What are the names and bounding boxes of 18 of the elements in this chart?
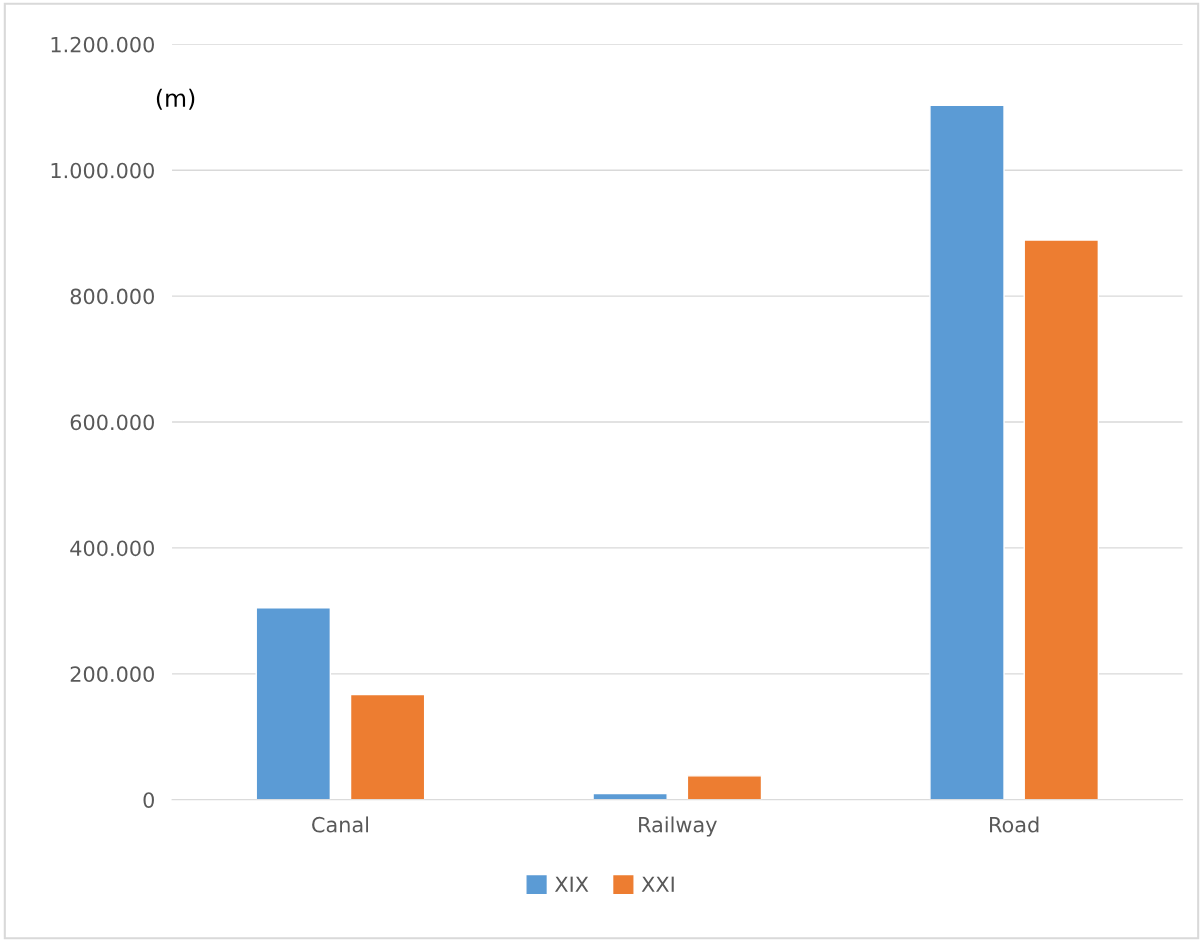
legend-label: XIX: [554, 876, 589, 892]
y-tick-label: 400.000: [70, 540, 154, 557]
bar: [349, 693, 426, 800]
y-tick-label: 1.000.000: [51, 162, 154, 179]
x-tick-label: Railway: [639, 816, 717, 837]
y-tick-label: 200.000: [70, 666, 154, 683]
bar: [929, 104, 1005, 800]
y-tick-label: 0: [143, 792, 154, 808]
x-tick-label: Road: [990, 816, 1039, 833]
bar: [686, 775, 763, 800]
y-tick-label: 800.000: [70, 288, 154, 305]
annotation: (m): [156, 88, 195, 110]
y-tick-label: 600.000: [70, 414, 154, 431]
legend-label: XXI: [641, 876, 674, 892]
x-tick-label: Canal: [312, 816, 369, 833]
y-tick-label: 1.200.000: [51, 36, 154, 53]
bar: [1023, 239, 1100, 800]
bar: [255, 607, 332, 800]
